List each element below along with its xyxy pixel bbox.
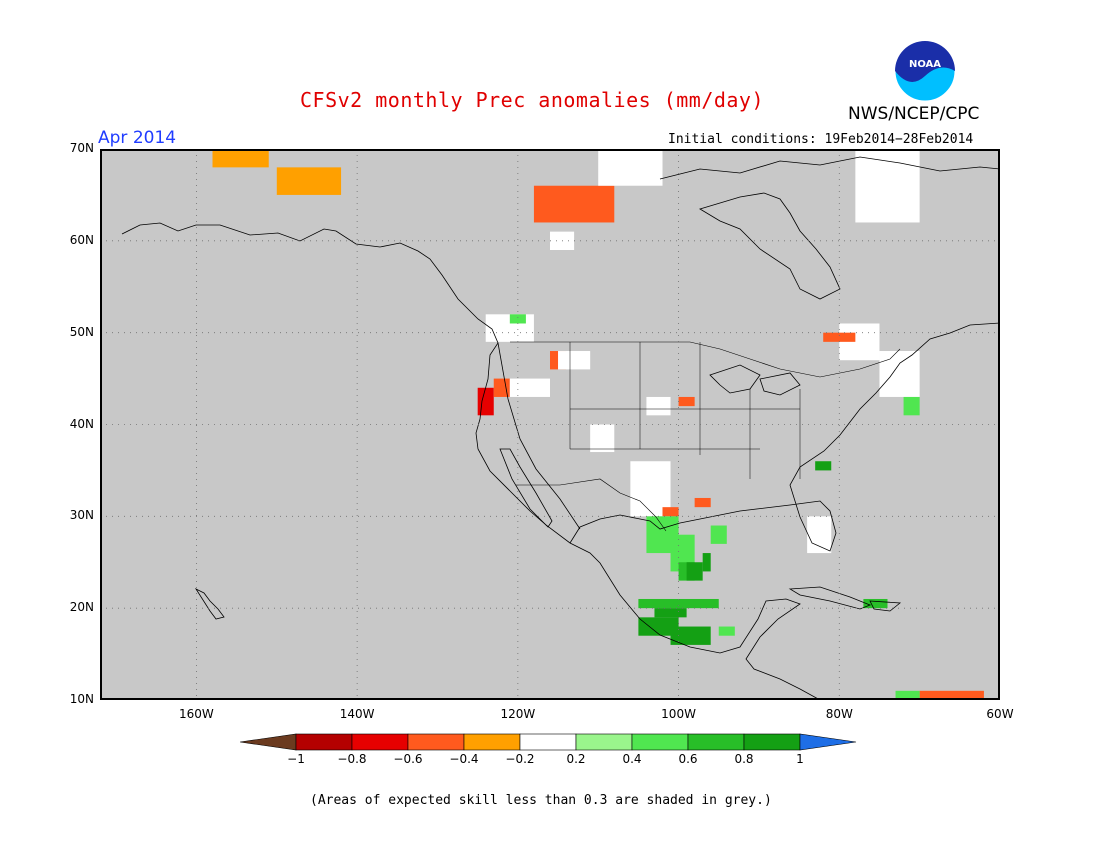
colorbar-tick-label: 0.6: [678, 752, 698, 766]
initial-conditions-label: Initial conditions: 19Feb2014−28Feb2014: [668, 132, 974, 147]
colorbar-bin-high: [799, 733, 857, 751]
colorbar-tick-label: 0.2: [566, 752, 586, 766]
gulf-coast: [569, 322, 1000, 552]
latitude-label: 40N: [69, 416, 94, 431]
latitude-label: 10N: [69, 692, 94, 706]
latitude-label: 50N: [69, 324, 94, 339]
anomaly-patch: [919, 690, 984, 700]
colorbar-bin-low: [240, 733, 297, 751]
longitude-label: 80W: [825, 707, 853, 721]
anomaly-patch: [598, 149, 663, 186]
anomaly-patch: [590, 424, 615, 453]
longitude-label: 120W: [500, 707, 536, 721]
anomaly-patch: [638, 617, 679, 636]
anomaly-patch: [276, 167, 342, 195]
longitude-label: 160W: [179, 707, 214, 721]
latitude-label: 30N: [69, 508, 94, 523]
longitude-label: 140W: [339, 707, 375, 721]
state-borders: [569, 342, 801, 479]
valid-month-label: Apr 2014: [98, 128, 177, 148]
anomaly-patch: [212, 149, 269, 168]
anomaly-patch: [702, 553, 711, 572]
anomaly-patch: [533, 185, 615, 223]
anomaly-patch: [509, 314, 526, 324]
arctic-islands: [659, 156, 1000, 180]
colorbar-tick-label: −1: [287, 752, 305, 766]
latitude-label: 20N: [69, 600, 94, 615]
latitude-label: 70N: [69, 141, 94, 155]
colorbar-bin: [407, 733, 465, 751]
map-frame: [100, 149, 1000, 700]
colorbar-tick-label: 0.4: [622, 752, 642, 766]
hawaii: [194, 587, 225, 620]
us-mexico-border: [516, 478, 667, 532]
anomaly-map: [100, 149, 1000, 700]
anomaly-patch: [879, 351, 920, 397]
colorbar-tick-label: −0.8: [337, 752, 367, 766]
anomaly-patch: [493, 378, 510, 397]
skill-footnote: (Areas of expected skill less than 0.3 a…: [310, 793, 772, 808]
anomaly-patch: [815, 461, 832, 471]
anomaly-patch: [718, 626, 735, 636]
latitude-label: 60N: [69, 232, 94, 247]
anomaly-patch: [670, 626, 711, 645]
colorbar-tick-label: 0.8: [734, 752, 754, 766]
coastlines-and-borders: [121, 156, 1000, 700]
colorbar-bin: [519, 733, 577, 751]
lat-lon-grid: [100, 149, 1000, 700]
colorbar: [240, 733, 857, 751]
colorbar-tick-label: −0.6: [393, 752, 423, 766]
anomaly-patch: [678, 396, 695, 407]
baja-california: [499, 448, 553, 528]
anomaly-patch: [855, 149, 920, 223]
anomaly-patch: [646, 396, 671, 416]
anomaly-patch: [686, 562, 703, 581]
colorbar-bin: [743, 733, 801, 751]
anomaly-patch: [662, 507, 679, 517]
anomaly-patch: [638, 598, 719, 609]
colorbar-tick-label: 1: [796, 752, 804, 766]
anomaly-patch: [903, 396, 920, 416]
colorbar-bin: [687, 733, 745, 751]
anomaly-patch: [694, 497, 711, 508]
anomaly-patch: [807, 516, 832, 554]
colorbar-bin: [295, 733, 353, 751]
anomaly-patch: [654, 608, 687, 618]
colorbar-tick-label: −0.2: [505, 752, 535, 766]
hispaniola: [869, 600, 902, 612]
noaa-logo-text: NOAA: [909, 59, 941, 70]
anomaly-patch: [895, 690, 920, 700]
hudson-bay: [699, 192, 841, 300]
coastline-north-america: [121, 222, 821, 700]
anomaly-patch: [710, 525, 727, 544]
anomaly-patch: [863, 598, 888, 609]
anomaly-patch: [509, 378, 550, 397]
anomaly-patch: [823, 332, 856, 342]
colorbar-bin: [463, 733, 521, 751]
longitude-label: 60W: [986, 707, 1014, 721]
cuba: [788, 586, 872, 610]
chart-title: CFSv2 monthly Prec anomalies (mm/day): [300, 88, 765, 112]
colorbar-bin: [575, 733, 633, 751]
colorbar-bin: [351, 733, 409, 751]
anomaly-patches: [212, 149, 984, 700]
colorbar-bin: [631, 733, 689, 751]
agency-label: NWS/NCEP/CPC: [848, 104, 980, 124]
anomaly-patch: [477, 387, 494, 416]
noaa-logo: NOAA: [894, 40, 956, 102]
colorbar-tick-label: −0.4: [449, 752, 479, 766]
longitude-label: 100W: [661, 707, 696, 721]
anomaly-patch: [558, 351, 591, 370]
mexico-pacific-coast: [497, 342, 581, 530]
